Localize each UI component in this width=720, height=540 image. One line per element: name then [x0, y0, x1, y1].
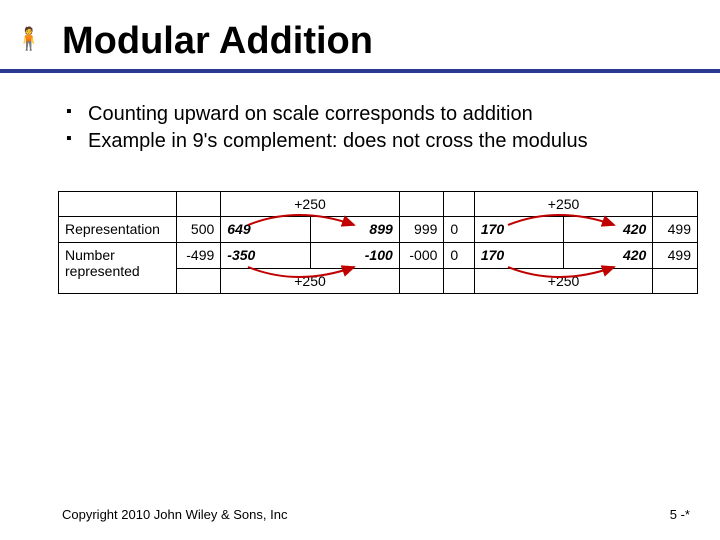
title-rule — [0, 69, 720, 73]
copyright-footer: Copyright 2010 John Wiley & Sons, Inc — [62, 507, 287, 522]
row1-label: Representation — [59, 217, 177, 243]
bullet-item: Example in 9's complement: does not cros… — [66, 128, 690, 155]
row2-c2: -350 — [221, 243, 310, 269]
row1-c8: 499 — [653, 217, 698, 243]
row2-label: Numberrepresented — [59, 243, 177, 294]
row2-c6: 170 — [474, 243, 563, 269]
bullet-list: Counting upward on scale corresponds to … — [62, 101, 690, 155]
row2-c8: 499 — [653, 243, 698, 269]
modular-table: +250 +250 Representation 500 649 899 999… — [58, 191, 690, 294]
row1-c5: 0 — [444, 217, 474, 243]
row1-c2: 649 — [221, 217, 310, 243]
page-number: 5 -* — [670, 507, 690, 522]
annot-top-right: +250 — [474, 192, 653, 217]
slide-title: Modular Addition — [62, 20, 690, 63]
row1-c6: 170 — [474, 217, 563, 243]
row1-c7: 420 — [564, 217, 653, 243]
row2-c7: 420 — [564, 243, 653, 269]
row2-c1: -499 — [176, 243, 221, 269]
bullet-item: Counting upward on scale corresponds to … — [66, 101, 690, 128]
row2-c3: -100 — [310, 243, 399, 269]
annot-top-left: +250 — [221, 192, 400, 217]
row2-c5: 0 — [444, 243, 474, 269]
annot-bot-right: +250 — [474, 269, 653, 294]
slide-mascot-icon: 🧍 — [14, 26, 44, 66]
annot-bot-left: +250 — [221, 269, 400, 294]
row2-c4: -000 — [399, 243, 444, 269]
row1-c1: 500 — [176, 217, 221, 243]
row1-c3: 899 — [310, 217, 399, 243]
row1-c4: 999 — [399, 217, 444, 243]
